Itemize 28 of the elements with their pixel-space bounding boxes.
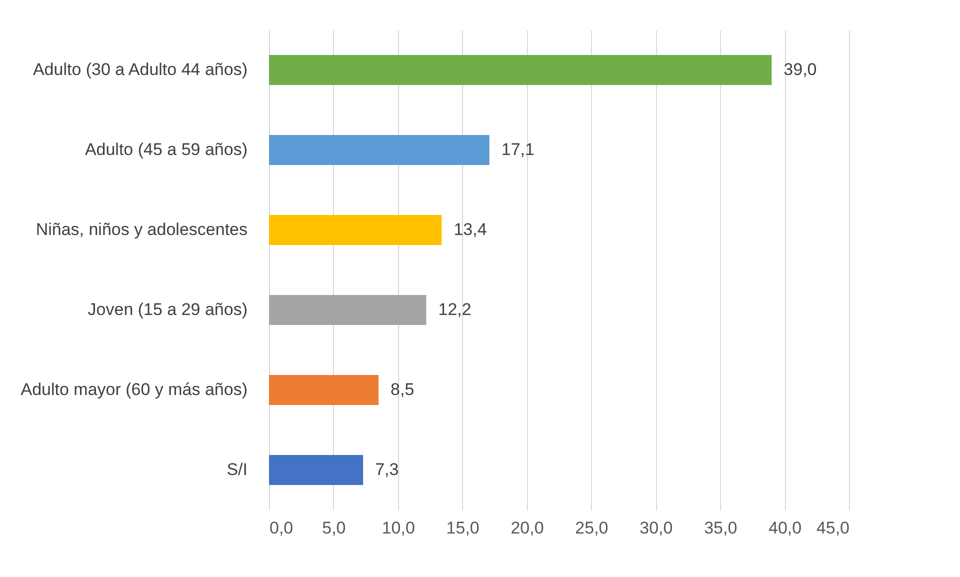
x-tick-label: 20,0 [510, 518, 544, 538]
x-tick-label: 5,0 [322, 518, 346, 538]
y-tick-label: Joven (15 a 29 años) [88, 300, 248, 319]
bar [269, 55, 772, 85]
y-tick-label: Niñas, niños y adolescentes [36, 220, 248, 239]
bar [269, 375, 379, 405]
data-label: 17,1 [501, 140, 534, 159]
bar [269, 455, 364, 485]
y-tick-label: Adulto mayor (60 y más años) [20, 380, 248, 399]
x-tick-label: 35,0 [704, 518, 738, 538]
data-label: 39,0 [784, 60, 817, 79]
y-tick-label: Adulto (45 a 59 años) [84, 140, 248, 159]
x-tick-label: 45,0 [816, 518, 850, 538]
y-tick-label: Adulto (30 a Adulto 44 años) [32, 60, 248, 79]
x-tick-label: 10,0 [382, 518, 415, 538]
x-tick-label: 30,0 [640, 518, 673, 538]
bar [269, 135, 490, 165]
data-label: 12,2 [438, 300, 472, 319]
x-tick-label: 40,0 [768, 518, 802, 538]
bar [269, 295, 426, 325]
data-label: 7,3 [375, 460, 399, 479]
x-tick-label: 0,0 [270, 518, 294, 538]
y-tick-label: S/I [226, 460, 248, 479]
data-label: 8,5 [390, 380, 414, 399]
bar [269, 215, 442, 245]
x-tick-label: 15,0 [446, 518, 480, 538]
data-label: 13,4 [454, 220, 487, 239]
x-tick-label: 25,0 [575, 518, 608, 538]
